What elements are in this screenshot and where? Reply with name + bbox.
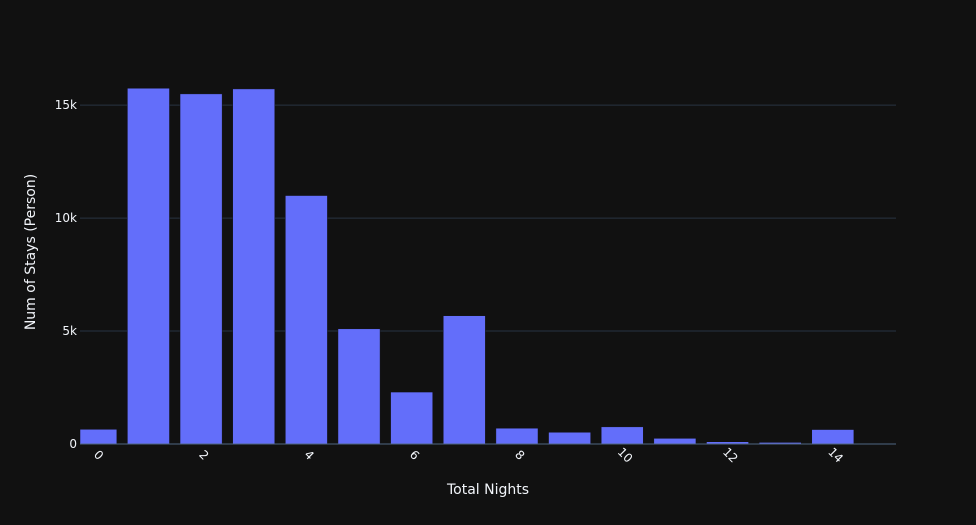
y-tick-label: 10k bbox=[55, 211, 77, 225]
bar bbox=[79, 429, 118, 445]
bar bbox=[600, 426, 644, 445]
x-tick-label: 10 bbox=[615, 445, 636, 466]
x-tick-label: 14 bbox=[825, 445, 846, 466]
bar bbox=[443, 315, 486, 445]
y-axis-title: Num of Stays (Person) bbox=[23, 174, 39, 330]
bar bbox=[811, 429, 855, 445]
x-tick-label: 12 bbox=[720, 445, 741, 466]
bar bbox=[337, 328, 381, 445]
bars bbox=[79, 87, 855, 445]
bar bbox=[285, 195, 328, 445]
bar bbox=[179, 93, 223, 445]
x-tick-label: 2 bbox=[196, 448, 211, 463]
bar bbox=[653, 438, 697, 445]
x-axis-title: Total Nights bbox=[446, 482, 529, 498]
x-tick-label: 8 bbox=[512, 448, 527, 463]
x-tick-label: 4 bbox=[302, 448, 317, 463]
y-tick-labels: 0 5k 10k 15k bbox=[55, 98, 77, 451]
x-tick-label: 0 bbox=[91, 448, 106, 463]
x-tick-labels: 0 2 4 6 8 10 12 14 bbox=[91, 445, 846, 466]
y-tick-label: 5k bbox=[62, 324, 77, 338]
bar bbox=[390, 391, 433, 445]
bar bbox=[548, 432, 591, 445]
bar bbox=[495, 427, 539, 445]
y-tick-label: 0 bbox=[69, 437, 77, 451]
x-tick-label: 6 bbox=[407, 448, 422, 463]
bar bbox=[127, 87, 170, 445]
bar bbox=[232, 88, 276, 445]
y-tick-label: 15k bbox=[55, 98, 77, 112]
